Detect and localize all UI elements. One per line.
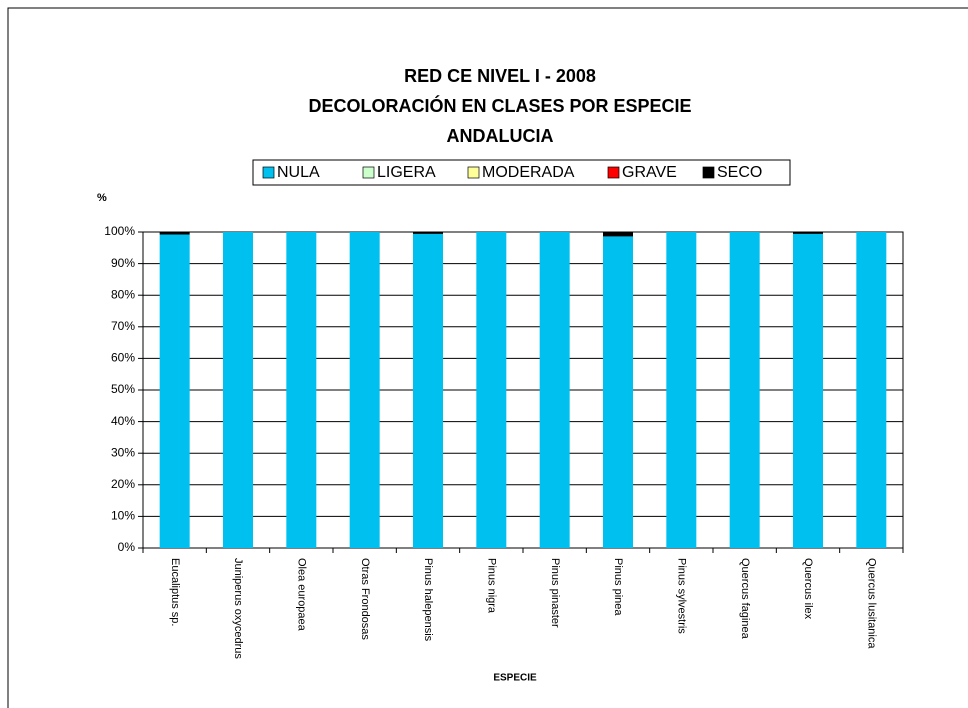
y-tick-label: 70% bbox=[111, 319, 135, 333]
bar-segment bbox=[539, 232, 570, 548]
bar-segment bbox=[603, 232, 633, 237]
legend-label: SECO bbox=[717, 164, 762, 181]
y-tick-label: 0% bbox=[118, 540, 136, 554]
x-tick-label: Quercus ilex bbox=[802, 558, 814, 620]
legend-label: NULA bbox=[277, 164, 320, 181]
bar-segment bbox=[666, 232, 697, 548]
legend-box bbox=[252, 159, 791, 186]
bar-segment bbox=[793, 233, 823, 548]
bar-segment bbox=[603, 236, 633, 548]
y-tick-label: 30% bbox=[111, 445, 135, 459]
x-tick-label: Quercus lusitanica bbox=[865, 558, 877, 649]
bar-segment bbox=[413, 232, 443, 234]
bar-segment bbox=[159, 234, 190, 548]
x-axis-label: ESPECIE bbox=[493, 673, 537, 684]
bar-segment bbox=[856, 232, 887, 548]
chart-title: RED CE NIVEL I - 2008 bbox=[404, 66, 596, 86]
y-tick-label: 90% bbox=[111, 256, 135, 270]
y-tick-label: 40% bbox=[111, 414, 135, 428]
chart-title: ANDALUCIA bbox=[447, 126, 554, 146]
bar-segment bbox=[159, 232, 190, 235]
bar-segment bbox=[793, 232, 823, 234]
x-tick-label: Pinus pinea bbox=[612, 558, 624, 616]
y-tick-label: 10% bbox=[111, 509, 135, 523]
legend-label: GRAVE bbox=[622, 164, 677, 181]
y-tick-label: 100% bbox=[104, 224, 135, 238]
legend-label: MODERADA bbox=[482, 164, 575, 181]
legend-swatch bbox=[702, 166, 715, 179]
x-tick-label: Otras Frondosas bbox=[359, 558, 371, 640]
legend-label: LIGERA bbox=[377, 164, 436, 181]
legend-swatch bbox=[607, 166, 620, 179]
bar-segment bbox=[349, 232, 380, 548]
y-tick-label: 50% bbox=[111, 382, 135, 396]
x-tick-label: Eucaliptus sp. bbox=[169, 558, 181, 626]
x-tick-label: Quercus faginea bbox=[739, 558, 751, 640]
bar-segment bbox=[729, 232, 760, 548]
legend-swatch bbox=[362, 166, 375, 179]
y-tick-label: 60% bbox=[111, 351, 135, 365]
y-tick-label: 20% bbox=[111, 477, 135, 491]
x-tick-label: Pinus sylvestris bbox=[675, 558, 687, 634]
bar-segment bbox=[286, 232, 317, 548]
x-tick-label: Pinus halepensis bbox=[422, 558, 434, 642]
x-tick-label: Olea europaea bbox=[295, 558, 307, 632]
bar-segment bbox=[476, 232, 507, 548]
x-tick-label: Pinus nigra bbox=[485, 558, 497, 614]
legend-swatch bbox=[467, 166, 480, 179]
x-tick-label: Juniperus oxycedrus bbox=[232, 558, 244, 659]
x-tick-label: Pinus pinaster bbox=[549, 558, 561, 628]
bar-segment bbox=[413, 233, 443, 548]
legend-swatch bbox=[262, 166, 275, 179]
y-tick-label: 80% bbox=[111, 287, 135, 301]
chart-title: DECOLORACIÓN EN CLASES POR ESPECIE bbox=[308, 95, 691, 116]
bar-segment bbox=[223, 232, 253, 548]
y-axis-label: % bbox=[97, 192, 107, 204]
